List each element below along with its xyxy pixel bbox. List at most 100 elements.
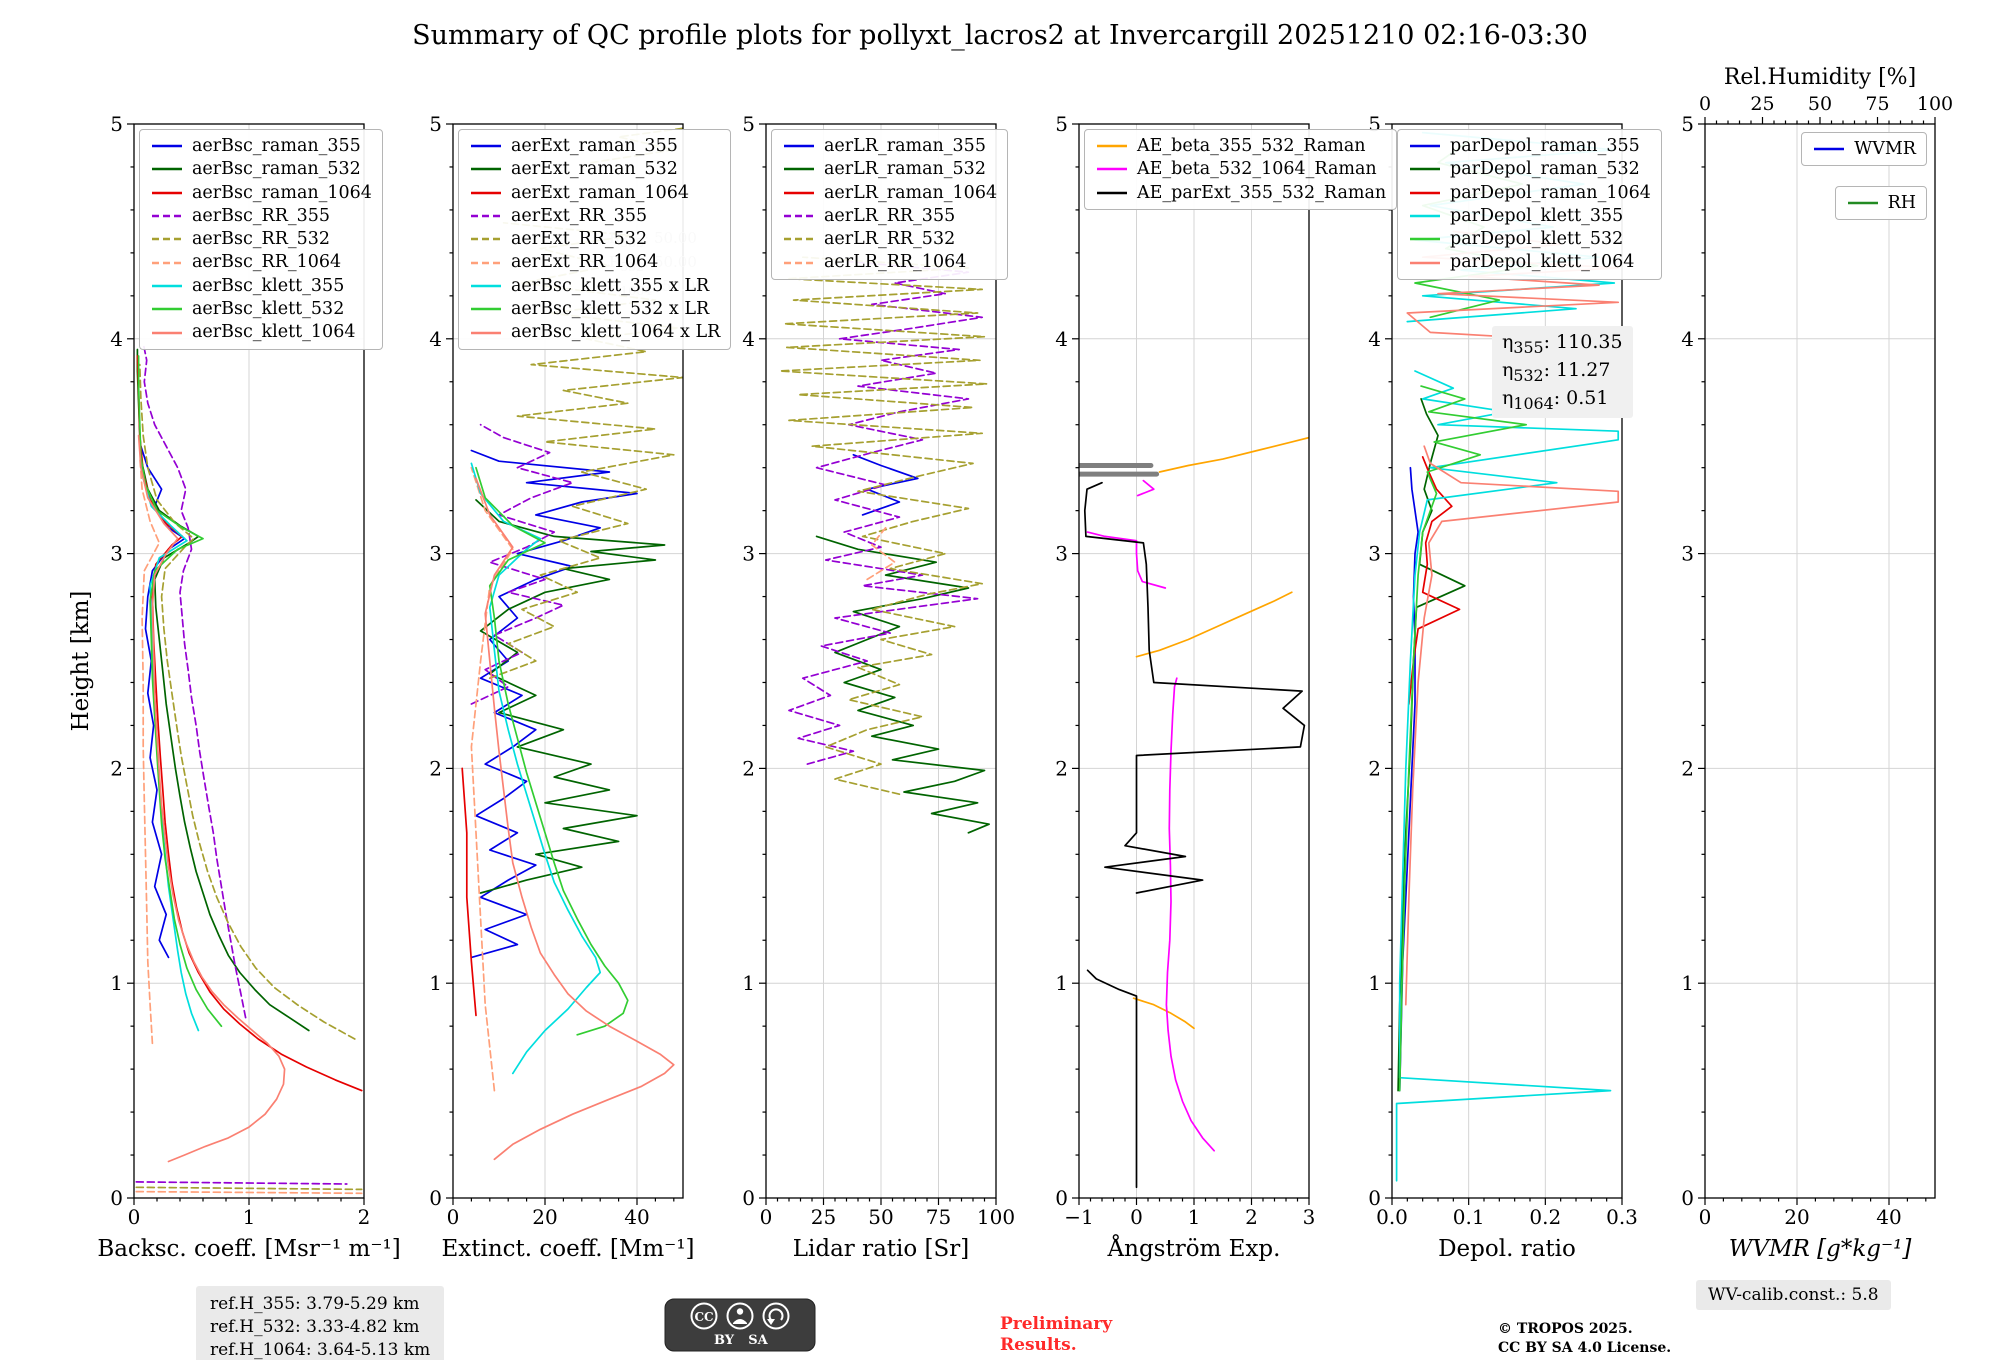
cc-by-sa-badge: CC BY SA <box>664 1298 816 1356</box>
legend-label: parDepol_klett_1064 <box>1450 252 1635 273</box>
legend-item: aerLR_raman_355 <box>782 136 997 156</box>
legend-label: aerExt_RR_355 <box>511 205 648 226</box>
series-aerbsc-rr-532 <box>138 363 356 1040</box>
legend-swatch <box>471 284 501 288</box>
legend-swatch <box>1847 201 1878 205</box>
legend-swatch <box>1410 214 1440 218</box>
legend-swatch <box>471 168 501 171</box>
x-tick-label: 2 <box>1245 1205 1258 1229</box>
legend-item: aerExt_RR_532 <box>469 229 720 249</box>
legend-swatch <box>1097 168 1127 171</box>
legend-item: aerLR_RR_532 <box>782 229 997 249</box>
y-tick-label: 2 <box>742 756 755 780</box>
x-tick-label: 0.3 <box>1606 1205 1638 1229</box>
series-ae-beta-532-1064-raman <box>1136 479 1155 497</box>
legend-backscatter: aerBsc_raman_355 aerBsc_raman_532 aerBsc_r… <box>139 129 383 350</box>
legend-label: aerExt_raman_532 <box>511 159 678 180</box>
y-tick-label: 1 <box>742 971 755 995</box>
legend-swatch <box>152 191 182 195</box>
y-tick-label: 3 <box>1681 542 1694 566</box>
y-tick-label: 2 <box>1055 756 1068 780</box>
y-tick-label: 0 <box>1681 1186 1694 1210</box>
series-aerlr-rr-1064 <box>866 526 896 581</box>
legend-swatch <box>784 144 814 148</box>
x-tick-label: 0 <box>128 1205 141 1229</box>
y-tick-label: 1 <box>1681 971 1694 995</box>
y-tick-label: 4 <box>429 327 442 351</box>
legend-item: WVMR <box>1812 139 1916 159</box>
legend-label: AE_beta_355_532_Raman <box>1137 136 1366 156</box>
x-tick-label: 3 <box>1303 1205 1316 1229</box>
x-tick-label: 25 <box>811 1205 836 1229</box>
y-tick-label: 2 <box>1368 756 1381 780</box>
cc-badge-graphic: CC BY SA <box>664 1298 816 1352</box>
legend-lidar-ratio: aerLR_raman_355 aerLR_raman_532 aerLR_rama… <box>771 129 1009 280</box>
y-tick-label: 0 <box>429 1186 442 1210</box>
legend-label: aerBsc_RR_1064 <box>192 252 342 273</box>
y-tick-label: 0 <box>1368 1186 1381 1210</box>
series-group <box>1079 436 1309 1189</box>
series-aerext-rr-1064 <box>470 466 514 1092</box>
legend-label: parDepol_klett_532 <box>1450 229 1624 250</box>
cc-by-label: BY <box>714 1333 735 1348</box>
svg-text:CC: CC <box>694 1310 713 1324</box>
legend-label: WVMR <box>1854 139 1916 159</box>
cc-badge-plate <box>664 1298 816 1352</box>
legend-swatch <box>1410 168 1440 171</box>
legend-swatch <box>784 168 814 171</box>
legend-wvmr: RH <box>1834 186 1927 221</box>
legend-label: aerLR_RR_1064 <box>824 252 967 273</box>
y-tick-label: 2 <box>1681 756 1694 780</box>
x-axis-label-depol: Depol. ratio <box>1438 1236 1576 1262</box>
wv-calibration-box: WV-calib.const.: 5.8 <box>1696 1280 1891 1310</box>
legend-label: aerBsc_klett_532 x LR <box>511 299 710 320</box>
annotation-line: η1064: 0.51 <box>1502 387 1609 414</box>
x-tick-label: 75 <box>926 1205 951 1229</box>
legend-extinction: aerExt_raman_355 aerExt_raman_532 aerExt_r… <box>458 129 732 350</box>
plot-border <box>1704 123 1936 1199</box>
legend-item: parDepol_klett_355 <box>1408 206 1651 226</box>
series-aerbsc-klett-1064-x-lr <box>475 477 675 1161</box>
y-tick-label: 1 <box>110 971 123 995</box>
preliminary-line2: Results. <box>1000 1335 1077 1356</box>
top-tick-label: 0 <box>1699 93 1711 115</box>
legend-swatch <box>152 168 182 171</box>
plot-border <box>1391 123 1623 1199</box>
y-tick-label: 4 <box>1368 327 1381 351</box>
figure-title: Summary of QC profile plots for pollyxt_… <box>412 20 1588 51</box>
annotation-line: η355: 110.35 <box>1502 331 1623 357</box>
legend-item: AE_beta_355_532_Raman <box>1095 136 1386 156</box>
legend-label: aerBsc_klett_532 <box>192 299 345 320</box>
legend-item: aerBsc_raman_355 <box>150 136 372 156</box>
x-tick-label: 20 <box>532 1205 557 1229</box>
legend-swatch <box>784 191 814 195</box>
series-aerbsc-rr-1064 <box>138 456 161 1045</box>
legend-item: aerExt_RR_355 <box>469 206 720 226</box>
x-axis-label-lidar-ratio: Lidar ratio [Sr] <box>793 1236 970 1262</box>
legend-label: aerBsc_klett_1064 x LR <box>511 322 721 343</box>
y-tick-label: 5 <box>110 112 123 136</box>
x-axis-label-wvmr: WVMR [g*kg⁻¹] <box>1729 1236 1912 1262</box>
legend-swatch <box>152 331 182 334</box>
series-pardepol-klett-532 <box>1398 385 1528 1092</box>
x-axis-label-backscatter: Backsc. coeff. [Msr⁻¹ m⁻¹] <box>97 1236 400 1262</box>
x-tick-label: 0.1 <box>1453 1205 1485 1229</box>
preliminary-results-note: Preliminary Results. <box>1000 1314 1112 1357</box>
legend-item: aerExt_raman_355 <box>469 136 720 156</box>
legend-label: aerExt_raman_355 <box>511 136 678 156</box>
legend-swatch <box>152 214 182 218</box>
legend-item: aerBsc_klett_532 <box>150 299 372 319</box>
legend-item: aerBsc_klett_355 <box>150 276 372 296</box>
series-near-ground-noise-1064 <box>135 1190 363 1195</box>
legend-label: aerExt_RR_532 <box>511 229 648 250</box>
y-tick-label: 0 <box>742 1186 755 1210</box>
legend-item: parDepol_klett_532 <box>1408 229 1651 249</box>
series-near-ground-noise-532 <box>135 1186 363 1191</box>
legend-item: aerBsc_klett_1064 <box>150 322 372 342</box>
series-aerext-raman-355 <box>470 449 638 959</box>
preliminary-line1: Preliminary <box>1000 1314 1113 1334</box>
legend-label: aerBsc_klett_355 x LR <box>511 275 710 296</box>
plot-border <box>452 123 684 1199</box>
